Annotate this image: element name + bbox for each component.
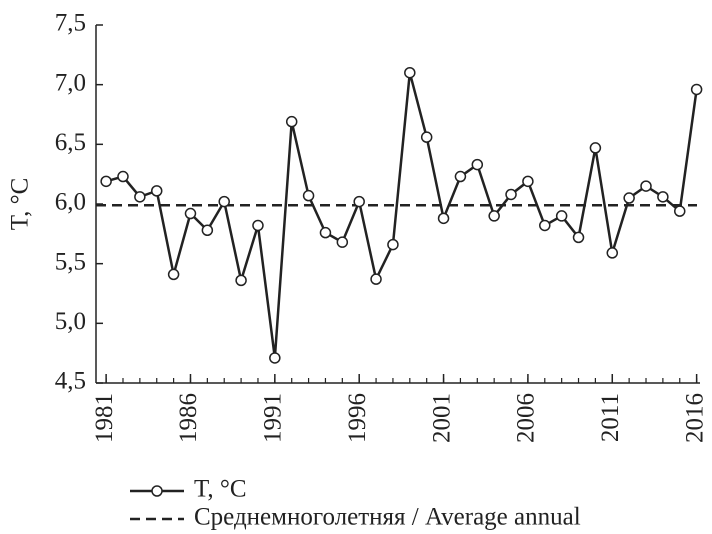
y-tick-label: 5,0 <box>55 308 86 335</box>
data-point <box>319 226 332 239</box>
data-point <box>420 131 433 143</box>
x-tick-label: 1996 <box>344 393 371 443</box>
data-point <box>471 158 484 171</box>
data-point <box>336 236 349 248</box>
x-tick-label: 2016 <box>681 393 708 443</box>
data-point <box>657 191 669 203</box>
y-tick-label: 7,5 <box>55 10 86 37</box>
data-point <box>488 210 500 222</box>
y-tick-label: 5,5 <box>55 248 86 275</box>
data-point <box>623 192 635 204</box>
x-tick-label: 1991 <box>260 393 287 443</box>
x-tick-label: 2011 <box>597 393 624 442</box>
y-tick-label: 6,0 <box>55 189 86 216</box>
data-point <box>117 170 129 183</box>
data-point <box>184 207 197 220</box>
data-point <box>690 83 703 96</box>
data-point <box>201 224 214 237</box>
data-point <box>285 115 298 128</box>
y-tick-label: 4,5 <box>55 368 86 395</box>
data-point <box>387 238 399 251</box>
legend-marker <box>151 485 163 497</box>
data-point <box>589 142 602 154</box>
data-point <box>235 274 247 287</box>
y-tick-label: 7,0 <box>55 69 86 96</box>
data-point <box>134 191 146 203</box>
data-point <box>640 180 652 192</box>
data-point <box>404 66 416 79</box>
data-point <box>269 352 281 364</box>
x-tick-label: 1986 <box>175 393 202 443</box>
x-tick-label: 2006 <box>513 393 540 443</box>
data-point <box>218 195 230 208</box>
data-point <box>150 185 163 197</box>
data-point <box>555 210 568 222</box>
x-tick-label: 1981 <box>91 393 118 443</box>
data-point <box>302 189 315 202</box>
data-point <box>522 175 534 188</box>
data-point <box>572 231 585 244</box>
data-point <box>505 188 517 201</box>
legend-label: Среднемноголетняя / Average annual <box>194 504 581 531</box>
data-point <box>454 170 467 183</box>
data-point <box>100 175 112 188</box>
data-point <box>353 195 365 208</box>
data-point <box>252 219 264 232</box>
data-point <box>370 273 382 285</box>
data-point <box>437 212 450 225</box>
data-point <box>167 268 180 281</box>
data-point <box>606 247 619 259</box>
y-tick-label: 6,5 <box>55 129 86 156</box>
x-tick-label: 2001 <box>428 393 455 443</box>
data-point <box>674 205 686 217</box>
y-axis-label: T, °C <box>7 178 34 231</box>
data-point <box>539 219 551 232</box>
legend-label: T, °C <box>194 476 247 503</box>
